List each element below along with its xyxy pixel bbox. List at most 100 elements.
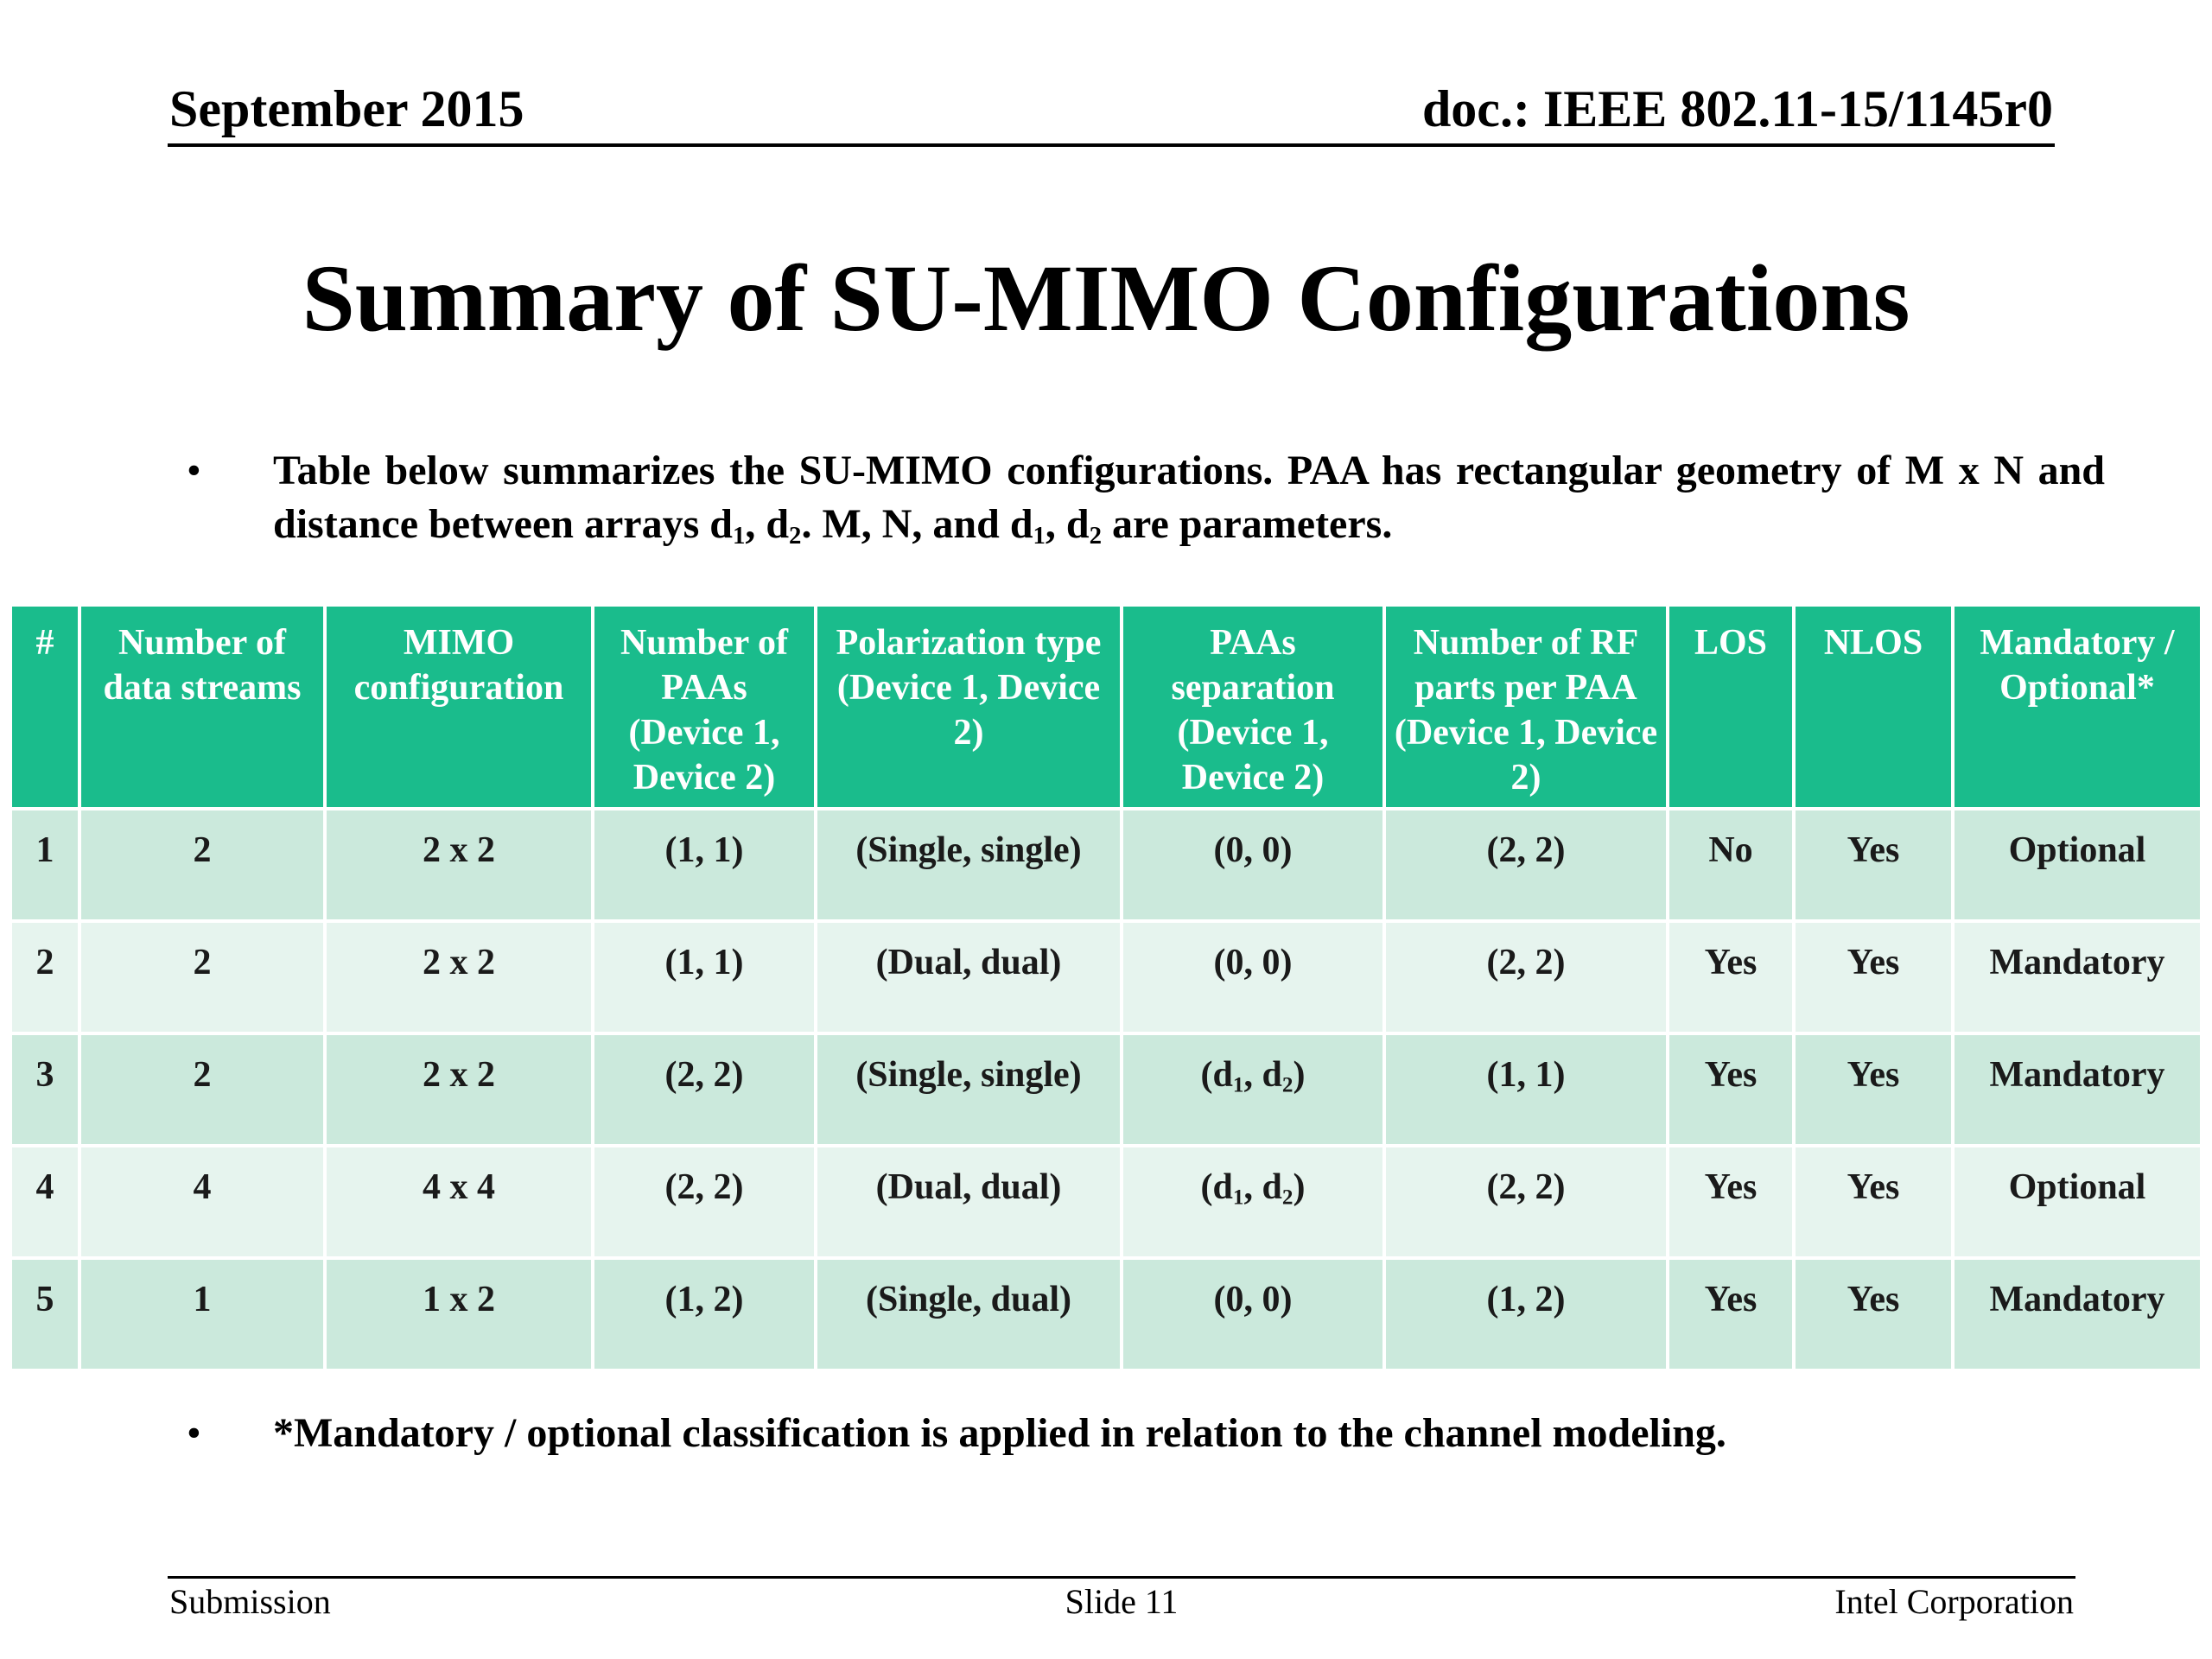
subscript: 1 xyxy=(732,522,746,550)
cell-polarization: (Single, single) xyxy=(817,810,1120,919)
cell-data-streams: 4 xyxy=(81,1147,323,1256)
cell-data-streams: 1 xyxy=(81,1260,323,1369)
separation-text: ) xyxy=(1293,1055,1306,1095)
table-row: 5 1 1 x 2 (1, 2) (Single, dual) (0, 0) (… xyxy=(12,1260,2200,1369)
cell-mandatory-optional: Optional xyxy=(1955,810,2200,919)
cell-nlos: Yes xyxy=(1796,810,1951,919)
cell-paa-separation: (d1, d2) xyxy=(1123,1035,1382,1144)
column-header-rf-parts: Number of RF parts per PAA (Device 1, De… xyxy=(1386,607,1666,807)
cell-mandatory-optional: Mandatory xyxy=(1955,923,2200,1032)
cell-nlos: Yes xyxy=(1796,1147,1951,1256)
cell-rf-parts: (2, 2) xyxy=(1386,923,1666,1032)
separation-text: (d xyxy=(1200,1055,1233,1095)
cell-number: 4 xyxy=(12,1147,78,1256)
table-header-row: # Number of data streams MIMO configurat… xyxy=(12,607,2200,807)
footer-company: Intel Corporation xyxy=(1834,1582,2074,1621)
slide-title: Summary of SU-MIMO Configurations xyxy=(302,245,1910,351)
cell-nlos: Yes xyxy=(1796,923,1951,1032)
cell-paa-separation: (0, 0) xyxy=(1123,1260,1382,1369)
intro-text-part: , d xyxy=(1045,501,1090,547)
cell-num-paas: (1, 1) xyxy=(594,810,814,919)
su-mimo-config-table: # Number of data streams MIMO configurat… xyxy=(9,603,2203,1372)
intro-text: Table below summarizes the SU-MIMO confi… xyxy=(273,444,2105,551)
cell-nlos: Yes xyxy=(1796,1035,1951,1144)
intro-text-part: Table below summarizes the SU-MIMO confi… xyxy=(273,448,2105,547)
bullet-dot-icon: • xyxy=(187,1410,201,1456)
cell-mandatory-optional: Optional xyxy=(1955,1147,2200,1256)
cell-data-streams: 2 xyxy=(81,1035,323,1144)
footnote-bullet: • *Mandatory / optional classification i… xyxy=(187,1407,2105,1460)
cell-los: Yes xyxy=(1669,1147,1792,1256)
column-header-polarization: Polarization type (Device 1, Device 2) xyxy=(817,607,1120,807)
subscript: 2 xyxy=(1089,522,1103,550)
cell-rf-parts: (1, 2) xyxy=(1386,1260,1666,1369)
column-header-num-paas: Number of PAAs (Device 1, Device 2) xyxy=(594,607,814,807)
cell-los: No xyxy=(1669,810,1792,919)
cell-mimo-config: 4 x 4 xyxy=(327,1147,591,1256)
column-header-nlos: NLOS xyxy=(1796,607,1951,807)
cell-mimo-config: 2 x 2 xyxy=(327,1035,591,1144)
cell-paa-separation: (d1, d2) xyxy=(1123,1147,1382,1256)
subscript: 2 xyxy=(789,522,802,550)
cell-polarization: (Single, dual) xyxy=(817,1260,1120,1369)
table-row: 2 2 2 x 2 (1, 1) (Dual, dual) (0, 0) (2,… xyxy=(12,923,2200,1032)
table-row: 4 4 4 x 4 (2, 2) (Dual, dual) (d1, d2) (… xyxy=(12,1147,2200,1256)
table-row: 1 2 2 x 2 (1, 1) (Single, single) (0, 0)… xyxy=(12,810,2200,919)
subscript: 1 xyxy=(1232,1073,1244,1097)
intro-text-part: are parameters. xyxy=(1102,501,1393,547)
separation-text: (d xyxy=(1200,1167,1233,1207)
intro-bullet: • Table below summarizes the SU-MIMO con… xyxy=(187,444,2105,551)
cell-mandatory-optional: Mandatory xyxy=(1955,1260,2200,1369)
separation-text: (0, 0) xyxy=(1213,830,1293,870)
subscript: 1 xyxy=(1232,1185,1244,1210)
separation-text: , d xyxy=(1243,1167,1282,1207)
cell-mandatory-optional: Mandatory xyxy=(1955,1035,2200,1144)
separation-text: ) xyxy=(1293,1167,1306,1207)
subscript: 2 xyxy=(1281,1185,1294,1210)
column-header-number: # xyxy=(12,607,78,807)
cell-num-paas: (2, 2) xyxy=(594,1147,814,1256)
table-row: 3 2 2 x 2 (2, 2) (Single, single) (d1, d… xyxy=(12,1035,2200,1144)
cell-num-paas: (1, 2) xyxy=(594,1260,814,1369)
cell-mimo-config: 1 x 2 xyxy=(327,1260,591,1369)
cell-number: 5 xyxy=(12,1260,78,1369)
separation-text: (0, 0) xyxy=(1213,943,1293,982)
cell-paa-separation: (0, 0) xyxy=(1123,810,1382,919)
cell-los: Yes xyxy=(1669,1035,1792,1144)
column-header-mimo-config: MIMO configuration xyxy=(327,607,591,807)
cell-rf-parts: (2, 2) xyxy=(1386,810,1666,919)
cell-polarization: (Dual, dual) xyxy=(817,923,1120,1032)
column-header-paa-separation: PAAs separation (Device 1, Device 2) xyxy=(1123,607,1382,807)
cell-data-streams: 2 xyxy=(81,923,323,1032)
intro-text-part: . M, N, and d xyxy=(801,501,1033,547)
intro-text-part: , d xyxy=(745,501,790,547)
footer-slide-number: Slide 11 xyxy=(1065,1582,1179,1621)
cell-nlos: Yes xyxy=(1796,1260,1951,1369)
cell-num-paas: (1, 1) xyxy=(594,923,814,1032)
cell-rf-parts: (1, 1) xyxy=(1386,1035,1666,1144)
separation-text: , d xyxy=(1243,1055,1282,1095)
header-date: September 2015 xyxy=(169,80,524,137)
column-header-mandatory-optional: Mandatory / Optional* xyxy=(1955,607,2200,807)
cell-paa-separation: (0, 0) xyxy=(1123,923,1382,1032)
cell-data-streams: 2 xyxy=(81,810,323,919)
subscript: 1 xyxy=(1033,522,1046,550)
cell-rf-parts: (2, 2) xyxy=(1386,1147,1666,1256)
footer-submission: Submission xyxy=(169,1582,331,1621)
column-header-data-streams: Number of data streams xyxy=(81,607,323,807)
footer-divider xyxy=(168,1576,2075,1579)
cell-num-paas: (2, 2) xyxy=(594,1035,814,1144)
cell-mimo-config: 2 x 2 xyxy=(327,810,591,919)
header-doc-id: doc.: IEEE 802.11-15/1145r0 xyxy=(1421,80,2053,137)
footnote-text: *Mandatory / optional classification is … xyxy=(273,1410,1726,1456)
subscript: 2 xyxy=(1281,1073,1294,1097)
cell-number: 1 xyxy=(12,810,78,919)
column-header-los: LOS xyxy=(1669,607,1792,807)
bullet-dot-icon: • xyxy=(187,448,201,493)
cell-los: Yes xyxy=(1669,1260,1792,1369)
cell-polarization: (Single, single) xyxy=(817,1035,1120,1144)
cell-number: 3 xyxy=(12,1035,78,1144)
cell-polarization: (Dual, dual) xyxy=(817,1147,1120,1256)
separation-text: (0, 0) xyxy=(1213,1280,1293,1319)
cell-mimo-config: 2 x 2 xyxy=(327,923,591,1032)
